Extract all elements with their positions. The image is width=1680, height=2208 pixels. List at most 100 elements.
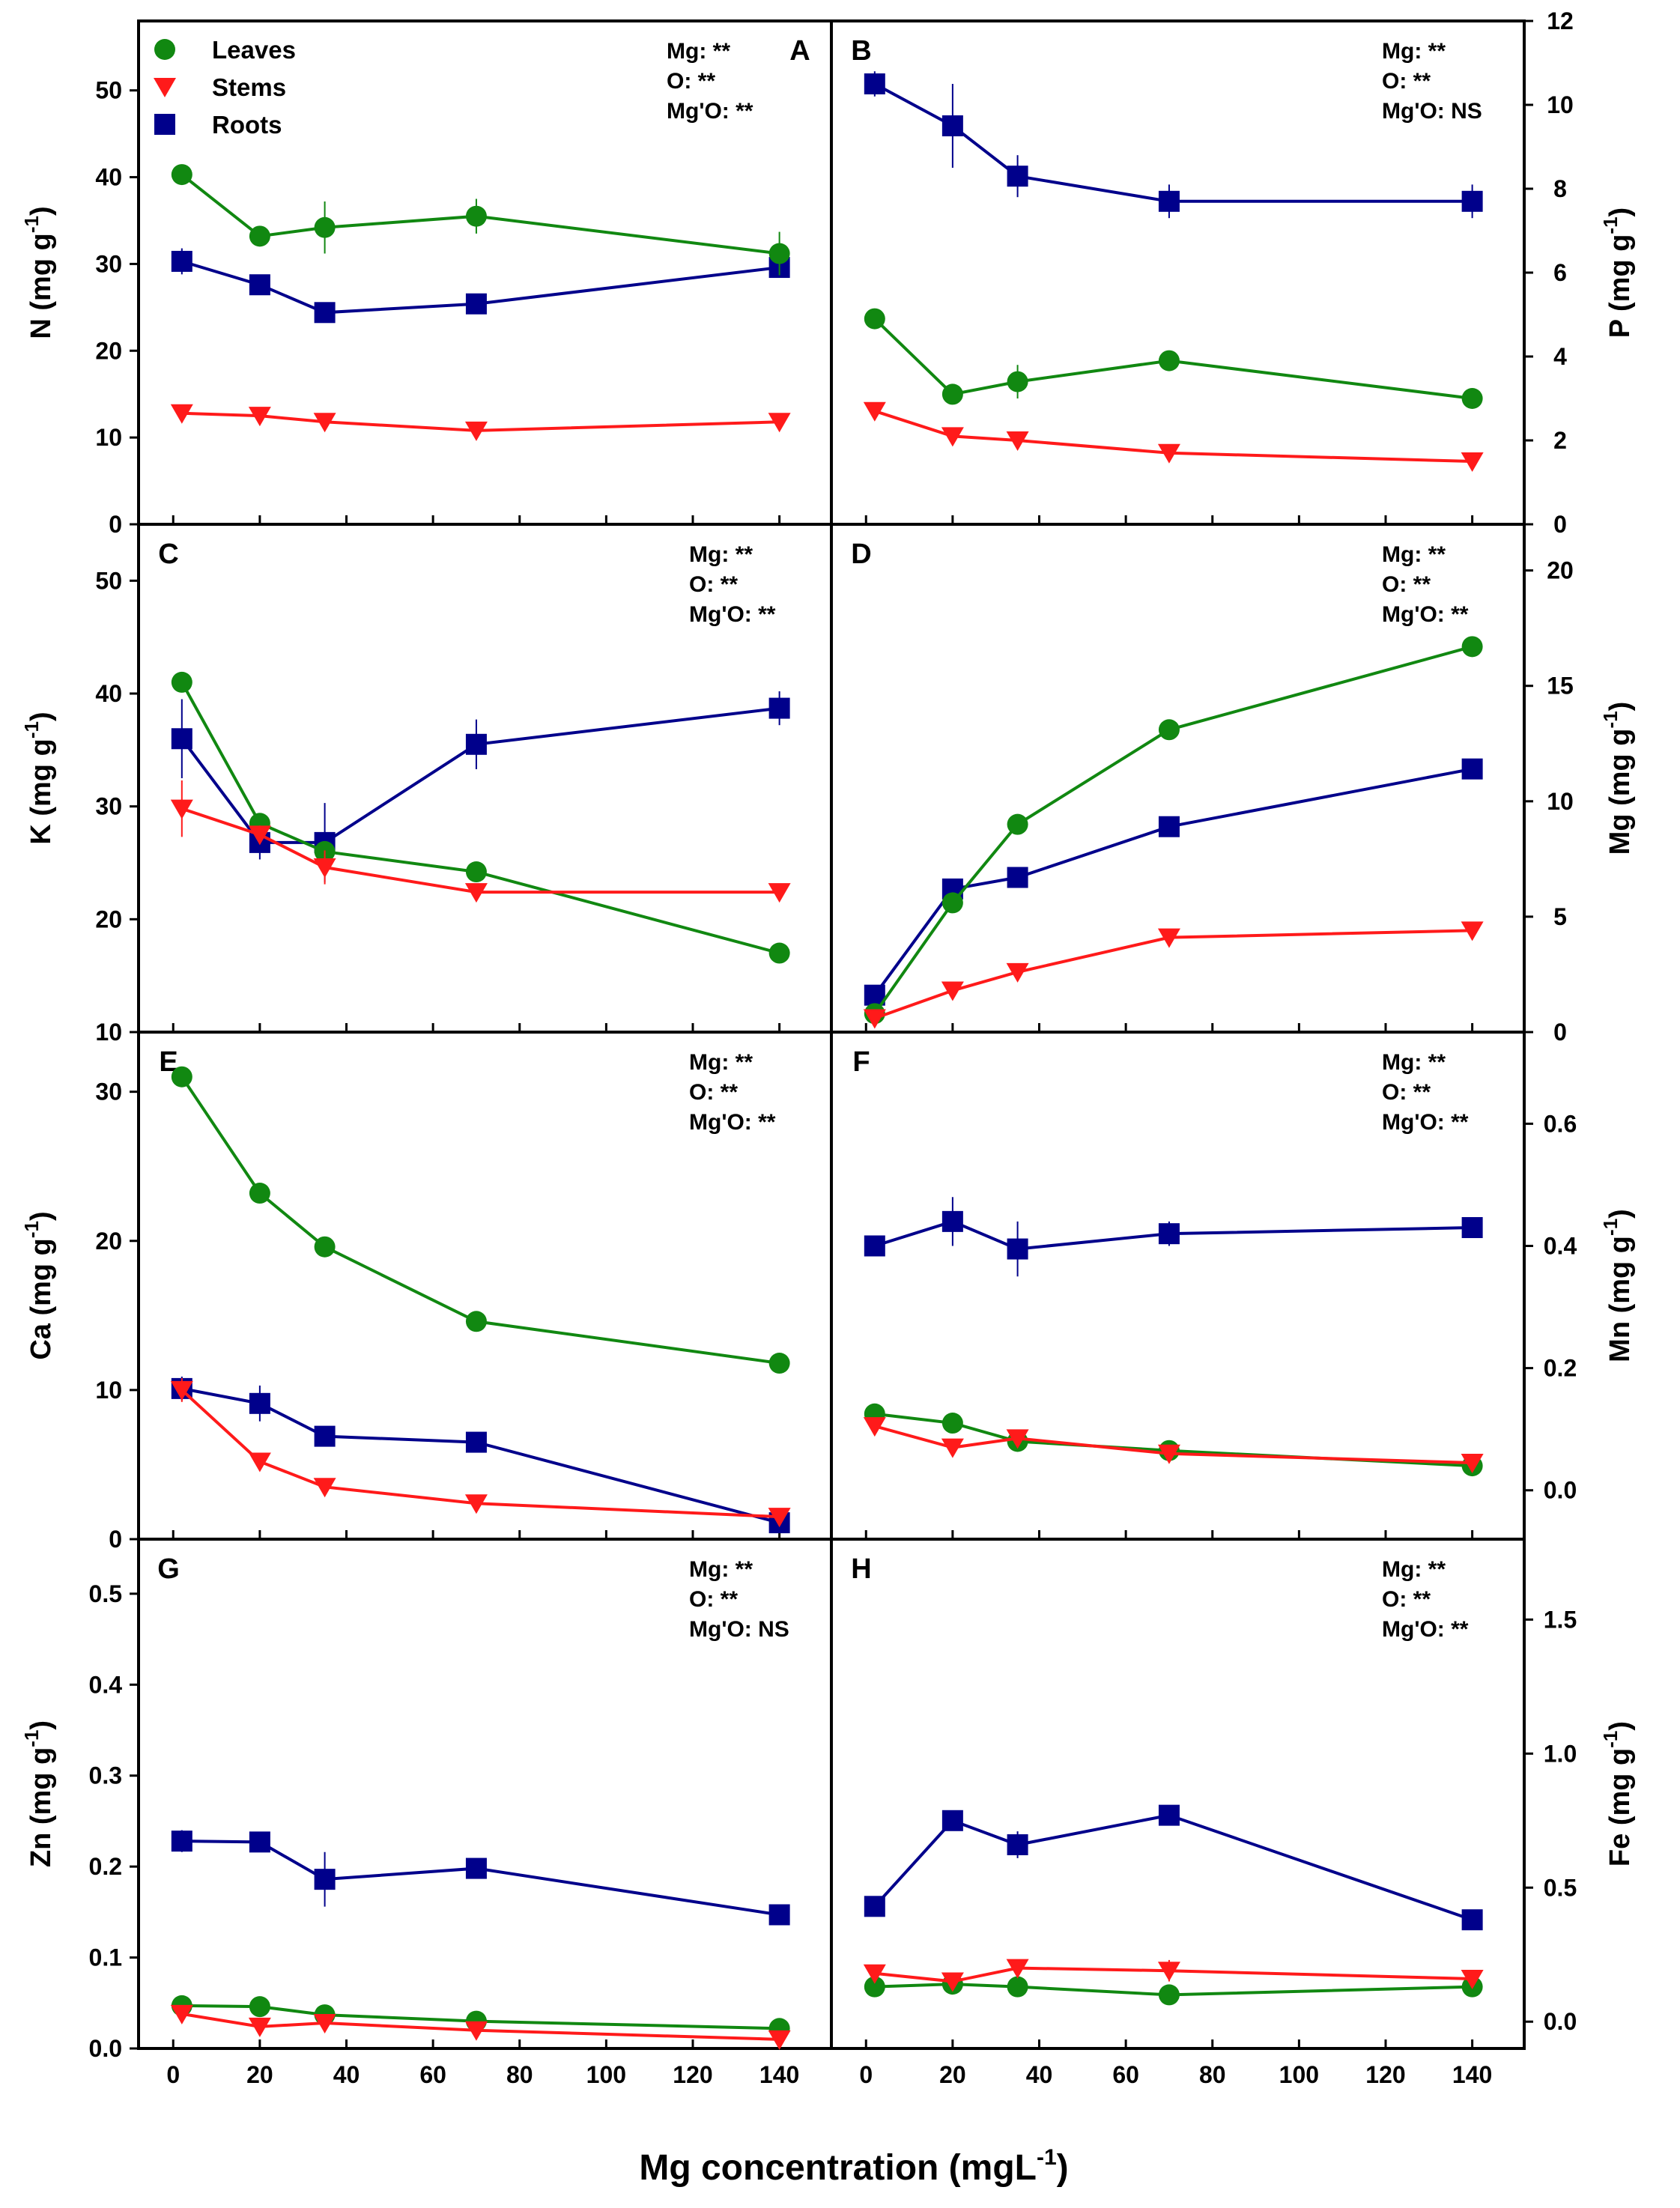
x-tick-label: 40 xyxy=(1026,2061,1053,2088)
legend-label-leaves: Leaves xyxy=(212,36,296,64)
data-point-leaves xyxy=(171,164,192,186)
panel-H: 0.0 0.5 1.0 1.5 0 20 40 60 80 100 120 140 Fe (mg g-1… xyxy=(830,1538,1636,2088)
y-tick-label: 1.5 xyxy=(1544,1606,1577,1633)
data-point-leaves xyxy=(249,1183,270,1204)
y-axis-title-text: P (mg g xyxy=(1604,234,1636,339)
y-axis-title-E: Ca (mg g-1) xyxy=(20,1211,57,1359)
stat-annotation: Mg: ** xyxy=(689,1050,753,1075)
data-point-stems xyxy=(1157,928,1180,948)
y-axis-title-exponent: -1 xyxy=(1599,216,1622,234)
y-tick-label: 5 xyxy=(1553,903,1567,930)
panel-H-frame xyxy=(830,1538,1526,2050)
y-axis-title-exponent: -1 xyxy=(20,721,43,738)
x-tick-label: 60 xyxy=(419,2061,446,2088)
y-axis-title-exponent: -1 xyxy=(20,1221,43,1238)
y-tick-label: 20 xyxy=(1547,557,1574,584)
panel-E-frame xyxy=(137,1031,833,1541)
data-point-roots xyxy=(1007,166,1028,187)
y-tick-label: 0.4 xyxy=(1544,1232,1577,1259)
series-leaves xyxy=(171,1066,790,1374)
y-tick-label: 30 xyxy=(95,250,122,277)
y-tick-label: 0.5 xyxy=(89,1580,122,1607)
x-tick-label: 20 xyxy=(939,2061,966,2088)
data-point-leaves xyxy=(864,308,885,330)
data-point-roots xyxy=(864,1235,885,1257)
y-axis-title-exponent: -1 xyxy=(20,216,43,233)
data-point-roots xyxy=(249,274,270,296)
y-tick-label: 50 xyxy=(95,77,122,104)
stat-annotation: Mg: ** xyxy=(1382,39,1446,64)
y-axis-title-close: ) xyxy=(1604,207,1636,217)
data-point-roots xyxy=(1461,758,1483,780)
data-point-leaves xyxy=(1007,371,1028,392)
x-tick-label: 20 xyxy=(246,2061,273,2088)
data-point-leaves xyxy=(768,243,790,264)
x-tick-label: 0 xyxy=(859,2061,873,2088)
y-tick-label: 0 xyxy=(1553,1019,1567,1046)
data-point-roots xyxy=(1461,1909,1483,1931)
data-point-stems xyxy=(1006,962,1029,983)
series-stems xyxy=(863,401,1484,472)
data-point-leaves xyxy=(171,1066,192,1088)
data-point-roots xyxy=(768,697,790,719)
data-point-roots xyxy=(249,1831,270,1853)
y-axis-title-H: Fe (mg g-1) xyxy=(1599,1721,1636,1866)
panel-G-frame xyxy=(137,1538,833,2050)
y-axis-title-text: Mg (mg g xyxy=(1604,728,1636,855)
y-axis-title-close: ) xyxy=(25,1720,57,1730)
y-tick-label: 40 xyxy=(95,680,122,707)
data-point-stems xyxy=(1461,1454,1484,1474)
data-point-roots xyxy=(171,1831,192,1852)
data-point-roots xyxy=(1158,816,1180,837)
data-point-leaves xyxy=(465,1311,487,1332)
data-point-leaves xyxy=(941,383,963,405)
data-point-stems xyxy=(768,1508,791,1528)
legend: Leaves Stems Roots xyxy=(154,36,296,139)
panel-letter-F: F xyxy=(852,1046,870,1078)
series-stems xyxy=(170,1377,791,1528)
data-point-leaves xyxy=(941,892,963,914)
data-point-roots xyxy=(249,1392,270,1414)
data-point-roots xyxy=(941,115,963,136)
series-stems xyxy=(170,404,791,441)
y-axis-title-exponent: -1 xyxy=(1599,711,1622,728)
data-point-leaves xyxy=(768,942,790,964)
data-point-stems xyxy=(768,2030,791,2050)
y-tick-label: 50 xyxy=(95,567,122,594)
series-line-roots xyxy=(181,706,780,844)
x-tick-label: 120 xyxy=(1365,2061,1405,2088)
data-point-roots xyxy=(864,73,885,94)
data-point-roots xyxy=(465,1431,487,1453)
panel-letter-G: G xyxy=(157,1553,180,1585)
panel-letter-D: D xyxy=(851,539,871,570)
data-point-roots xyxy=(1007,1834,1028,1855)
panel-letter-A: A xyxy=(789,35,810,67)
y-tick-label: 30 xyxy=(95,1079,122,1105)
series-line-roots xyxy=(873,1813,1473,1922)
y-axis-title-text: Zn (mg g xyxy=(25,1747,57,1867)
data-point-stems xyxy=(464,421,488,441)
y-tick-label: 10 xyxy=(1547,91,1574,118)
y-tick-label: 0.2 xyxy=(1544,1355,1577,1382)
stat-annotation: Mg: ** xyxy=(689,542,753,567)
y-tick-label: 0 xyxy=(1553,511,1567,538)
data-point-leaves xyxy=(465,205,487,227)
y-axis-title-B: P (mg g-1) xyxy=(1599,207,1636,338)
legend-marker-roots xyxy=(154,114,175,135)
stat-annotation: O: ** xyxy=(689,1080,738,1105)
y-axis-title-F: Mn (mg g-1) xyxy=(1599,1209,1636,1362)
series-roots xyxy=(864,758,1483,1006)
data-point-roots xyxy=(1007,867,1028,888)
y-axis-title-text: N (mg g xyxy=(25,233,57,339)
stat-annotation: Mg: ** xyxy=(667,39,730,64)
legend-label-stems: Stems xyxy=(212,73,286,101)
series-roots xyxy=(171,248,790,324)
x-tick-label: 40 xyxy=(333,2061,360,2088)
y-tick-label: 0.5 xyxy=(1544,1874,1577,1901)
y-tick-label: 0.1 xyxy=(89,1944,122,1971)
y-axis-title-close: ) xyxy=(25,1211,57,1221)
data-point-leaves xyxy=(864,1976,885,1998)
series-roots xyxy=(864,71,1483,219)
data-point-leaves xyxy=(314,216,336,238)
